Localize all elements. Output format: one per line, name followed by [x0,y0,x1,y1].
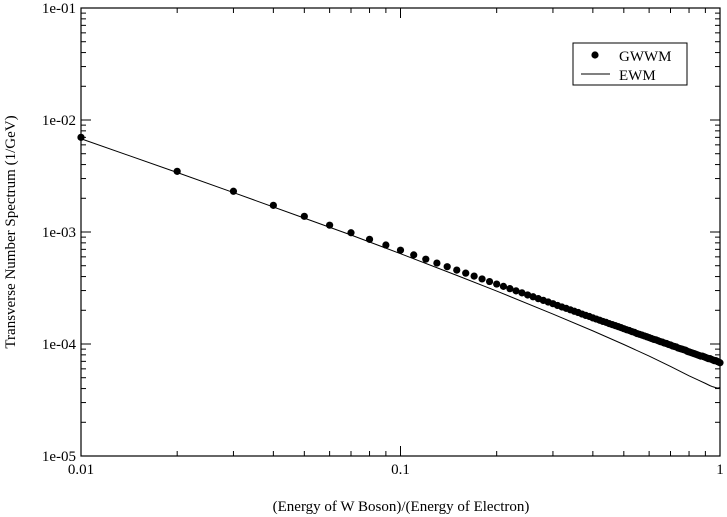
gwwm-point [173,167,181,175]
gwwm-point [470,272,478,280]
legend-marker-gwwm [591,51,599,59]
legend-box [572,42,688,86]
gwwm-point [433,259,441,267]
gwwm-point [506,285,514,293]
gwwm-point [396,246,405,254]
legend-label-ewm: EWM [619,68,656,84]
y-tick-label: 1e-02 [42,113,76,129]
gwwm-point [499,282,508,290]
gwwm-point [524,291,532,299]
gwwm-point [493,280,501,288]
legend: GWWM EWM [572,42,688,86]
axis-ticks [80,7,721,457]
legend-label-gwwm: GWWM [619,49,672,65]
y-tick-label: 1e-05 [42,449,76,465]
gwwm-point [443,263,451,271]
gwwm-point [422,255,430,263]
x-tick-label: 0.01 [68,462,94,478]
y-tick-label: 1e-04 [42,337,77,353]
gwwm-point [518,289,526,297]
x-axis-label: (Energy of W Boson)/(Energy of Electron) [273,499,530,515]
gwwm-point [485,277,494,286]
plot-area [77,133,724,389]
y-tick-label: 1e-01 [42,1,76,17]
gwwm-point [347,229,355,237]
gwwm-point [300,212,308,220]
x-tick-label: 1 [716,462,724,478]
y-tick-label: 1e-03 [42,225,76,241]
gwwm-point [269,201,277,209]
gwwm-point [410,251,418,259]
gwwm-point [229,187,238,195]
x-tick-label: 0.1 [391,462,410,478]
axis-tick-labels: 0.01 0.1 1 1e-05 1e-04 1e-03 1e-02 1e-01 [42,1,724,478]
gwwm-point [512,287,520,295]
gwwm-point [382,241,390,249]
gwwm-point [365,235,374,243]
series-gwwm-markers [77,133,724,367]
y-axis-label: Transverse Number Spectrum (1/GeV) [3,115,19,348]
gwwm-point [478,275,486,283]
gwwm-point [326,221,334,229]
gwwm-point [453,266,461,274]
gwwm-point [462,269,470,277]
